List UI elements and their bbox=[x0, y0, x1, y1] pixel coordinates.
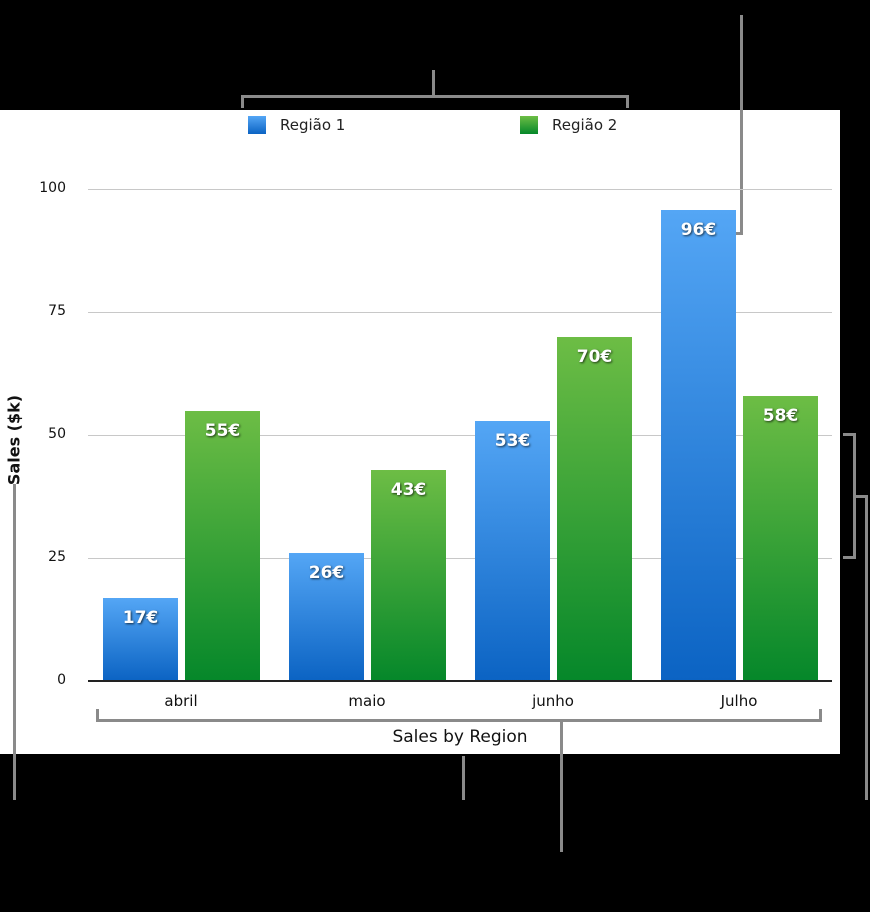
bar-blue: 26€ bbox=[289, 553, 364, 681]
xtick: abril bbox=[164, 692, 198, 710]
callout-legend-bracket-h bbox=[241, 95, 629, 98]
ytick: 100 bbox=[39, 180, 66, 196]
legend-swatch-green bbox=[520, 116, 538, 134]
bar-blue: 17€ bbox=[103, 597, 178, 681]
legend-swatch-blue bbox=[248, 116, 266, 134]
bar-green: 55€ bbox=[185, 410, 260, 681]
legend-label: Região 2 bbox=[552, 116, 618, 134]
bar-value-label: 58€ bbox=[762, 406, 799, 427]
legend-item-series-1: Região 1 bbox=[248, 116, 345, 134]
bar-blue: 53€ bbox=[475, 420, 550, 681]
callout-gridline-bracket-bottom bbox=[843, 556, 856, 559]
callout-xaxis-stem bbox=[560, 720, 563, 852]
callout-xtitle-stem bbox=[462, 756, 465, 800]
bar-value-label: 26€ bbox=[308, 563, 345, 584]
bar-green: 43€ bbox=[371, 469, 446, 681]
ytick: 0 bbox=[57, 672, 66, 688]
bar-green: 70€ bbox=[557, 337, 632, 681]
callout-yaxis-stem bbox=[13, 484, 16, 800]
gridline-75 bbox=[88, 312, 832, 313]
callout-xaxis-bracket-right bbox=[819, 709, 822, 722]
xtick: Julho bbox=[720, 692, 758, 710]
gridline-25 bbox=[88, 558, 832, 559]
xtick: maio bbox=[348, 692, 386, 710]
bar-value-label: 53€ bbox=[494, 430, 531, 451]
ytick: 75 bbox=[48, 303, 66, 319]
callout-legend-bracket-left bbox=[241, 95, 244, 108]
x-axis-line bbox=[88, 680, 832, 682]
bar-value-label: 70€ bbox=[576, 347, 613, 368]
y-axis-title: Sales ($k) bbox=[4, 394, 24, 486]
bar-green: 58€ bbox=[743, 396, 818, 681]
x-axis-title: Sales by Region bbox=[392, 727, 528, 747]
gridline-100 bbox=[88, 189, 832, 190]
ytick: 50 bbox=[48, 426, 66, 442]
bar-value-label: 55€ bbox=[204, 420, 241, 441]
bar-blue: 96€ bbox=[661, 209, 736, 681]
bar-value-label: 96€ bbox=[680, 219, 717, 240]
xtick: junho bbox=[532, 692, 574, 710]
callout-gridline-bracket-top bbox=[843, 433, 856, 436]
callout-legend-stem bbox=[432, 70, 435, 97]
gridline-50 bbox=[88, 435, 832, 436]
legend-label: Região 1 bbox=[280, 116, 346, 134]
ytick: 25 bbox=[48, 549, 66, 565]
bar-value-label: 17€ bbox=[122, 607, 159, 628]
callout-legend-bracket-right bbox=[626, 95, 629, 108]
legend-item-series-2: Região 2 bbox=[520, 116, 617, 134]
callout-xaxis-bracket-left bbox=[96, 709, 99, 722]
bar-value-label: 43€ bbox=[390, 479, 427, 500]
callout-gridline-connector bbox=[855, 495, 867, 498]
callout-xaxis-bracket-h bbox=[96, 719, 822, 722]
callout-gridline-bracket-v bbox=[853, 433, 856, 559]
callout-gridline-stem bbox=[865, 495, 868, 800]
callout-datalabel-stem bbox=[740, 15, 743, 235]
